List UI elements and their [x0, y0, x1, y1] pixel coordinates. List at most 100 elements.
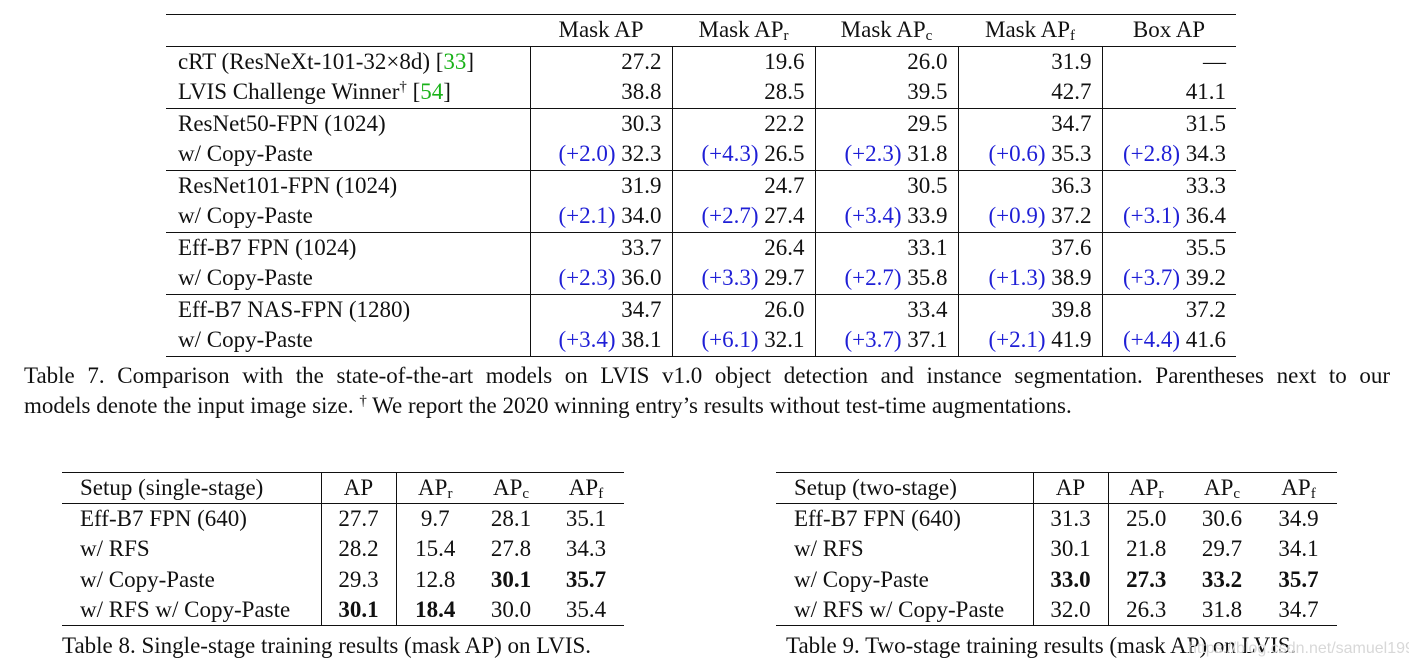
table-row: Eff-B7 NAS-FPN (1280) 34.7 26.0 33.4 39.…	[166, 294, 1236, 325]
table-8: Setup (single-stage) AP APr APc APf Eff-…	[62, 472, 624, 626]
cell: 28.1	[490, 506, 532, 532]
header-ap-c: APc	[1203, 475, 1241, 502]
header-mask-ap-f: Mask APf	[985, 17, 1075, 44]
header-mask-ap: Mask AP	[558, 17, 644, 42]
cell: (+2.3) 31.8	[815, 139, 959, 170]
cell: 27.7	[321, 503, 397, 535]
row-label: Eff-B7 FPN (640)	[776, 503, 1034, 535]
delta: (+1.3)	[988, 265, 1046, 290]
cell: (+3.7) 39.2	[1122, 265, 1226, 290]
cell: 35.4	[565, 596, 607, 622]
delta: (+0.6)	[988, 141, 1046, 166]
table-row: w/ RFS 30.1 21.8 29.7 34.1	[776, 534, 1337, 565]
cell: 36.3	[958, 170, 1103, 201]
row-label: w/ Copy-Paste	[776, 564, 1034, 595]
delta: (+2.3)	[844, 141, 902, 166]
delta: (+2.8)	[1122, 141, 1180, 166]
delta: (+2.7)	[844, 265, 902, 290]
delta: (+3.4)	[558, 327, 616, 352]
cell-best: 33.0	[1033, 564, 1109, 595]
cell: 26.0	[672, 294, 816, 325]
citation-link[interactable]: 33	[443, 48, 467, 74]
delta: (+4.4)	[1122, 327, 1180, 352]
cell: 32.0	[1033, 594, 1109, 626]
cell: 30.0	[490, 596, 532, 622]
citation-link[interactable]: 54	[420, 79, 444, 104]
delta: (+3.7)	[844, 327, 902, 352]
cell: 21.8	[1126, 536, 1167, 562]
cell: 38.8	[530, 77, 673, 108]
header-ap: AP	[321, 472, 397, 504]
cell: 29.3	[321, 564, 397, 595]
cell: 25.0	[1126, 506, 1167, 532]
table-8-header-row: Setup (single-stage) AP APr APc APf	[62, 472, 624, 504]
cell: (+3.1) 36.4	[1122, 203, 1226, 228]
table-9: Setup (two-stage) AP APr APc APf Eff-B7 …	[776, 472, 1337, 626]
table-row: w/ Copy-Paste (+2.0) 32.3 (+4.3) 26.5 (+…	[166, 139, 1236, 170]
delta: (+4.3)	[701, 141, 759, 166]
cell: (+4.3) 26.5	[672, 139, 816, 170]
cell: (+2.7) 35.8	[815, 263, 959, 294]
cell: 31.9	[958, 46, 1103, 77]
table-row: w/ Copy-Paste 33.0 27.3 33.2 35.7	[776, 564, 1337, 595]
header-box-ap: Box AP	[1132, 17, 1206, 42]
cell: 29.5	[815, 108, 959, 139]
row-label: Eff-B7 FPN (640)	[62, 503, 322, 535]
cell: (+1.3) 38.9	[958, 263, 1103, 294]
cell: 15.4	[415, 536, 456, 562]
table-row: cRT (ResNeXt-101-32×8d) [33] 27.2 19.6 2…	[166, 46, 1236, 77]
cell: (+0.6) 35.3	[958, 139, 1103, 170]
cell: 12.8	[415, 566, 456, 592]
watermark: https://blog.csdn.net/samuel1994	[1188, 640, 1409, 657]
cell: 24.7	[672, 170, 816, 201]
row-label: w/ Copy-Paste	[166, 201, 531, 232]
table-row: w/ RFS w/ Copy-Paste 32.0 26.3 31.8 34.7	[776, 594, 1337, 626]
cell: 37.2	[1185, 296, 1226, 322]
cell: 31.8	[1201, 596, 1243, 622]
cell: (+2.3) 36.0	[530, 263, 673, 294]
table-row: w/ RFS 28.2 15.4 27.8 34.3	[62, 534, 624, 565]
cell: 28.2	[321, 534, 397, 565]
cell: 30.3	[530, 108, 673, 139]
cell-best: 30.1	[490, 566, 532, 592]
cell: 22.2	[672, 108, 816, 139]
cell: 31.9	[530, 170, 673, 201]
cell: 27.8	[490, 536, 532, 562]
cell: 30.1	[1033, 534, 1109, 565]
cell: 31.5	[1185, 110, 1226, 136]
cell: 34.7	[958, 108, 1103, 139]
table-row: ResNet50-FPN (1024) 30.3 22.2 29.5 34.7 …	[166, 108, 1236, 139]
cell: 27.2	[530, 46, 673, 77]
cell: 33.1	[815, 232, 959, 263]
table-7-header-row: Mask AP Mask APr Mask APc Mask APf Box A…	[166, 14, 1236, 46]
row-label: w/ RFS w/ Copy-Paste	[62, 594, 322, 626]
cell-best: 33.2	[1201, 566, 1243, 592]
table-7-caption: Table 7. Comparison with the state-of-th…	[24, 363, 1390, 418]
header-setup: Setup (single-stage)	[62, 472, 322, 504]
row-label: w/ Copy-Paste	[166, 139, 531, 170]
table-row: Eff-B7 FPN (640) 31.3 25.0 30.6 34.9	[776, 503, 1337, 535]
delta: (+0.9)	[988, 203, 1046, 228]
cell: 33.7	[530, 232, 673, 263]
header-ap-f: APf	[568, 475, 604, 502]
row-label: w/ RFS	[62, 534, 322, 565]
cell: 35.1	[565, 506, 607, 532]
cell: 34.1	[1278, 536, 1319, 562]
delta: (+2.1)	[988, 327, 1046, 352]
cell: (+6.1) 32.1	[672, 325, 816, 356]
cell: 37.6	[958, 232, 1103, 263]
cell: (+2.1) 41.9	[958, 325, 1103, 356]
table-row: w/ Copy-Paste (+2.1) 34.0 (+2.7) 27.4 (+…	[166, 201, 1236, 232]
table-row: ResNet101-FPN (1024) 31.9 24.7 30.5 36.3…	[166, 170, 1236, 201]
cell: 29.7	[1201, 536, 1243, 562]
table-row: Eff-B7 FPN (640) 27.7 9.7 28.1 35.1	[62, 503, 624, 535]
cell: 26.0	[815, 46, 959, 77]
cell: (+3.4) 38.1	[530, 325, 673, 356]
cell: 28.5	[672, 77, 816, 108]
cell-best: 35.7	[565, 566, 607, 592]
header-mask-ap-r: Mask APr	[698, 17, 789, 44]
header-ap-c: APc	[492, 475, 530, 502]
cell: (+3.4) 33.9	[815, 201, 959, 232]
delta: (+2.0)	[558, 141, 616, 166]
cell-best: 18.4	[415, 596, 456, 622]
